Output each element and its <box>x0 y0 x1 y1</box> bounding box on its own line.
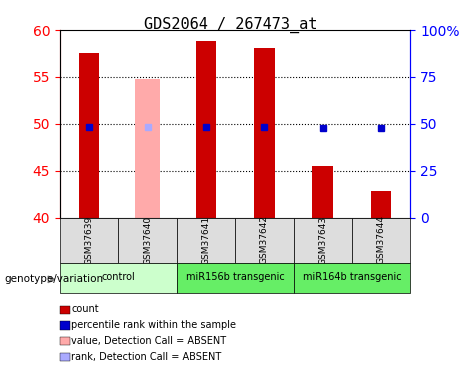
Text: GSM37640: GSM37640 <box>143 215 152 265</box>
Text: control: control <box>101 273 135 282</box>
Text: GSM37644: GSM37644 <box>377 216 385 264</box>
FancyBboxPatch shape <box>177 217 235 262</box>
FancyBboxPatch shape <box>60 217 118 262</box>
FancyBboxPatch shape <box>177 262 294 292</box>
Bar <box>313 166 333 218</box>
Text: GSM37642: GSM37642 <box>260 216 269 264</box>
Bar <box>254 48 275 217</box>
FancyBboxPatch shape <box>294 217 352 262</box>
Text: GSM37639: GSM37639 <box>85 215 94 265</box>
Text: GDS2064 / 267473_at: GDS2064 / 267473_at <box>144 17 317 33</box>
Bar <box>135 79 160 218</box>
Bar <box>195 41 216 218</box>
Text: rank, Detection Call = ABSENT: rank, Detection Call = ABSENT <box>71 352 222 362</box>
FancyBboxPatch shape <box>118 217 177 262</box>
Text: count: count <box>71 304 99 314</box>
Text: genotype/variation: genotype/variation <box>5 274 104 284</box>
Text: GSM37641: GSM37641 <box>201 215 210 265</box>
FancyBboxPatch shape <box>352 217 410 262</box>
Text: value, Detection Call = ABSENT: value, Detection Call = ABSENT <box>71 336 226 346</box>
FancyBboxPatch shape <box>235 217 294 262</box>
FancyBboxPatch shape <box>60 262 177 292</box>
Text: GSM37643: GSM37643 <box>318 215 327 265</box>
Bar <box>371 191 391 217</box>
Text: miR156b transgenic: miR156b transgenic <box>186 273 284 282</box>
Text: percentile rank within the sample: percentile rank within the sample <box>71 320 236 330</box>
Bar <box>79 54 100 217</box>
Text: miR164b transgenic: miR164b transgenic <box>302 273 401 282</box>
FancyBboxPatch shape <box>294 262 410 292</box>
